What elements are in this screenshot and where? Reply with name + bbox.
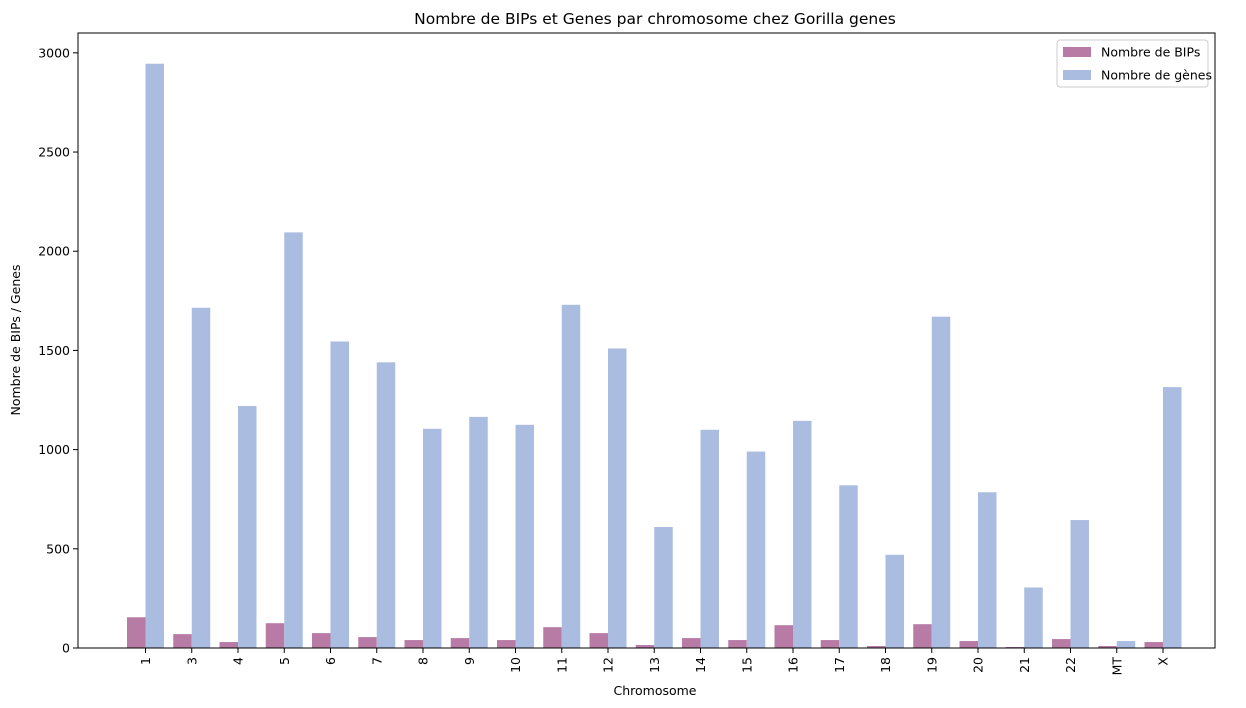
bar-genes-15	[746, 451, 766, 648]
bar-bips-9	[450, 638, 470, 648]
x-tick-label: 7	[369, 657, 384, 665]
bar-bips-7	[358, 637, 377, 648]
y-axis-ticks: 0 500 1000 1500 2000 2500 3000	[38, 45, 78, 656]
x-tick-label: 6	[323, 657, 338, 665]
bar-bips-11	[543, 627, 562, 648]
bar-bips-22	[1052, 639, 1071, 648]
x-tick-label: 12	[601, 657, 616, 673]
bar-bips-14	[682, 638, 701, 648]
x-tick-label: 10	[508, 657, 523, 673]
x-tick-label: 1	[138, 657, 153, 665]
bar-genes-12	[608, 348, 627, 648]
x-tick-label: 18	[878, 657, 893, 673]
bar-bips-3	[173, 634, 192, 648]
x-tick-label: 5	[277, 657, 292, 665]
bar-bips-6	[312, 633, 331, 648]
y-axis-label: Nombre de BIPs / Genes	[8, 265, 23, 416]
x-tick-label: 8	[416, 657, 431, 665]
x-tick-label: X	[1156, 657, 1171, 666]
plot-frame	[77, 32, 1216, 649]
bar-genes-1	[145, 63, 164, 648]
y-tick-label: 1500	[38, 343, 70, 358]
bar-bips-20	[959, 641, 978, 648]
bar-genes-3	[191, 307, 211, 648]
bar-genes-7	[376, 362, 396, 648]
bar-genes-22	[1070, 520, 1089, 648]
bar-bips-12	[589, 633, 608, 648]
x-tick-label: 11	[554, 657, 569, 673]
bar-genes-4	[238, 405, 257, 648]
bar-bips-1	[127, 617, 146, 648]
bar-bips-8	[404, 640, 423, 648]
x-tick-label: 15	[739, 657, 754, 673]
y-tick-label: 2000	[38, 244, 70, 259]
bar-genes-9	[469, 416, 488, 648]
x-axis-label: Chromosome	[613, 683, 696, 698]
bar-genes-18	[885, 554, 904, 648]
bar-genes-20	[978, 492, 997, 648]
x-tick-label: MT	[1109, 657, 1124, 676]
y-tick-label: 3000	[38, 45, 70, 60]
legend-label: Nombre de BIPs	[1101, 45, 1200, 60]
x-tick-label: 3	[184, 657, 199, 665]
bar-genes-8	[423, 428, 442, 648]
chart-title: Nombre de BIPs et Genes par chromosome c…	[414, 10, 896, 28]
bar-bips-4	[219, 642, 238, 648]
y-tick-label: 500	[46, 541, 70, 556]
bar-genes-x	[1163, 387, 1182, 648]
bar-genes-mt	[1116, 641, 1136, 648]
legend-swatch	[1063, 47, 1091, 57]
bar-genes-6	[330, 341, 349, 648]
x-tick-label: 13	[647, 657, 662, 673]
legend-box	[1056, 39, 1209, 88]
bar-bips-16	[774, 625, 793, 648]
y-tick-label: 0	[62, 641, 70, 656]
x-axis-ticks: 1 3 4 5 6 7 8 9 10 11 12 13 14 15 16 17 18 19 20 21 22 MT X	[138, 648, 1171, 675]
bar-genes-10	[515, 424, 534, 648]
bar-genes-14	[700, 429, 719, 648]
x-tick-label: 21	[1017, 657, 1032, 673]
bar-bips-mt	[1098, 646, 1117, 648]
bar-bips-x	[1144, 642, 1163, 648]
x-tick-label: 14	[693, 657, 708, 673]
bar-bips-15	[728, 640, 747, 648]
bar-genes-11	[561, 304, 581, 648]
x-tick-label: 17	[832, 657, 847, 673]
legend: Nombre de BIPs Nombre de gènes	[1056, 39, 1212, 88]
bar-bips-17	[820, 640, 840, 648]
bar-bips-18	[867, 646, 886, 648]
x-tick-label: 16	[786, 657, 801, 673]
x-tick-label: 4	[231, 657, 246, 665]
y-tick-label: 2500	[38, 145, 70, 160]
bar-genes-21	[1024, 587, 1043, 648]
x-tick-label: 22	[1063, 657, 1078, 673]
y-tick-label: 1000	[38, 442, 70, 457]
legend-label: Nombre de gènes	[1101, 68, 1212, 83]
x-tick-label: 19	[924, 657, 939, 673]
legend-swatch	[1063, 70, 1091, 80]
bar-genes-5	[284, 232, 303, 648]
bar-genes-16	[793, 420, 812, 648]
bar-bips-19	[913, 624, 932, 648]
bar-bips-13	[635, 645, 655, 648]
bar-bips-10	[497, 640, 516, 648]
bar-genes-13	[654, 526, 673, 648]
x-tick-label: 20	[971, 657, 986, 673]
bar-genes-17	[839, 485, 858, 648]
bars-layer	[127, 63, 1182, 648]
x-tick-label: 9	[462, 657, 477, 665]
bar-bips-5	[265, 623, 285, 648]
bar-genes-19	[931, 316, 951, 648]
